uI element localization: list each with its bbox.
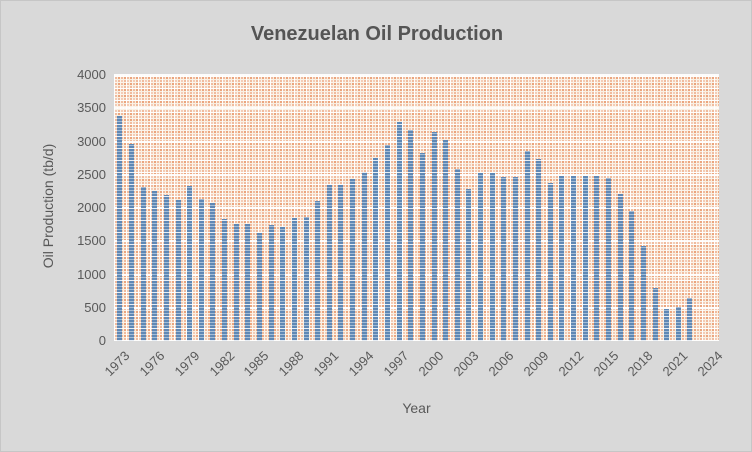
bar-2018 xyxy=(640,245,646,341)
bar-1985 xyxy=(256,232,262,341)
x-tick-label-1991: 1991 xyxy=(310,348,342,380)
bar-1986 xyxy=(268,224,274,341)
bar-1983 xyxy=(233,224,239,341)
y-tick-label-4000: 4000 xyxy=(77,67,106,82)
bar-2015 xyxy=(606,178,611,341)
y-tick-label-3500: 3500 xyxy=(77,100,106,116)
x-tick-label-1994: 1994 xyxy=(345,348,377,380)
x-tick-label-1988: 1988 xyxy=(275,348,307,380)
y-tick-label-2500: 2500 xyxy=(77,166,106,182)
x-tick-label-2006: 2006 xyxy=(485,348,517,380)
bar-1998 xyxy=(408,129,414,341)
bar-2020 xyxy=(664,309,670,341)
y-tick-label-0: 0 xyxy=(98,333,106,348)
bar-1982 xyxy=(222,218,227,341)
x-tick-label-2015: 2015 xyxy=(590,348,622,380)
bar-1993 xyxy=(350,178,355,341)
bar-1978 xyxy=(175,200,181,341)
x-tick-label-2024: 2024 xyxy=(694,348,726,380)
bar-1988 xyxy=(291,218,297,341)
bar-2022 xyxy=(687,297,693,341)
x-tick-label-1976: 1976 xyxy=(136,348,168,380)
y-tick-label-2000: 2000 xyxy=(77,200,106,215)
bar-2019 xyxy=(652,287,658,341)
bar-1977 xyxy=(163,195,169,341)
gridline-2500 xyxy=(114,173,719,176)
bar-2004 xyxy=(478,173,483,341)
gridline-3000 xyxy=(114,140,719,143)
bar-1974 xyxy=(129,143,134,341)
bar-1987 xyxy=(280,227,286,341)
bar-2009 xyxy=(536,158,542,341)
bar-1984 xyxy=(245,224,251,341)
bar-2010 xyxy=(547,183,553,341)
bar-1995 xyxy=(373,158,379,341)
bar-2011 xyxy=(559,176,565,341)
gridline-2000 xyxy=(114,207,719,209)
bar-1990 xyxy=(315,201,321,341)
bar-1980 xyxy=(198,199,204,341)
bar-2001 xyxy=(443,140,449,341)
bar-2012 xyxy=(571,176,577,341)
bar-1981 xyxy=(210,202,216,341)
bar-1991 xyxy=(326,184,332,341)
gridline-1000 xyxy=(114,273,719,276)
x-tick-label-1973: 1973 xyxy=(101,348,133,380)
x-tick-label-2009: 2009 xyxy=(520,348,552,380)
x-tick-label-1985: 1985 xyxy=(240,348,273,380)
gridline-4000 xyxy=(114,74,719,76)
bar-2005 xyxy=(489,172,495,341)
y-tick-label-500: 500 xyxy=(84,299,106,315)
y-tick-label-3000: 3000 xyxy=(77,133,106,149)
bar-1979 xyxy=(187,186,193,341)
bar-1976 xyxy=(152,190,158,341)
bar-1996 xyxy=(384,144,390,341)
gridline-3500 xyxy=(114,107,719,110)
bar-2021 xyxy=(675,307,681,341)
bar-2007 xyxy=(512,177,518,341)
y-tick-label-1500: 1500 xyxy=(77,233,106,249)
x-tick-label-1982: 1982 xyxy=(206,348,238,380)
gridline-1500 xyxy=(114,240,719,243)
bar-1992 xyxy=(338,185,344,341)
bar-2002 xyxy=(454,168,460,341)
bar-2003 xyxy=(466,188,472,341)
bar-1975 xyxy=(140,186,146,341)
bar-2017 xyxy=(629,210,635,341)
x-tick-label-2018: 2018 xyxy=(624,348,657,380)
bar-2014 xyxy=(594,176,600,341)
bar-2008 xyxy=(524,150,530,341)
bar-1994 xyxy=(361,172,367,341)
x-tick-label-1997: 1997 xyxy=(380,348,412,380)
x-tick-label-2003: 2003 xyxy=(450,348,482,380)
gridline-500 xyxy=(114,306,719,309)
bar-2016 xyxy=(617,194,623,341)
bar-2006 xyxy=(501,176,507,341)
bar-2000 xyxy=(431,131,437,341)
chart-title: Venezuelan Oil Production xyxy=(250,23,504,45)
x-axis-title: Year xyxy=(402,400,431,416)
y-tick-label-1000: 1000 xyxy=(77,266,106,282)
bar-1989 xyxy=(303,216,309,341)
x-tick-label-2000: 2000 xyxy=(415,348,447,380)
x-tick-label-1979: 1979 xyxy=(171,348,203,380)
bar-2013 xyxy=(582,176,588,341)
bar-1999 xyxy=(419,152,425,341)
bar-1997 xyxy=(396,121,402,341)
x-tick-label-2021: 2021 xyxy=(659,348,691,380)
x-tick-label-2012: 2012 xyxy=(555,348,587,380)
bar-1973 xyxy=(117,116,123,341)
plot-area xyxy=(114,74,719,341)
